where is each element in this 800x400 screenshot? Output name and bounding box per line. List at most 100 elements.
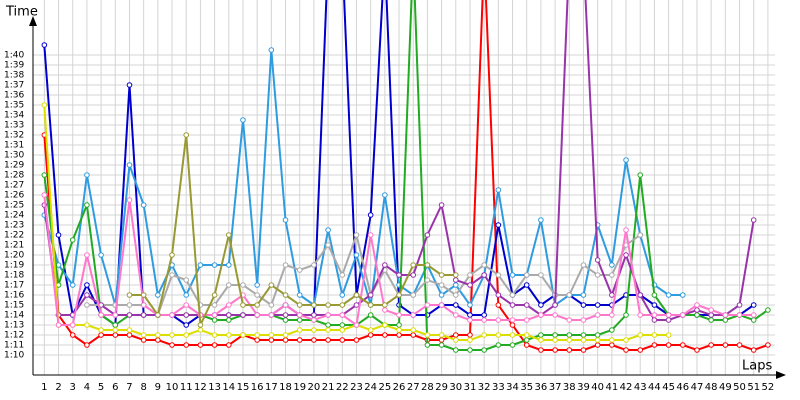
data-point [183, 292, 190, 298]
data-point [750, 312, 757, 318]
x-tick-label: 40 [591, 382, 604, 393]
data-point [452, 332, 459, 338]
data-point [155, 337, 161, 343]
x-axis-title: Laps [742, 359, 772, 374]
data-point [282, 317, 289, 323]
data-point [594, 257, 601, 263]
y-tick-label: 1:23 [4, 221, 24, 231]
data-point [509, 292, 516, 298]
data-point [296, 317, 303, 323]
x-tick-label: 46 [676, 382, 689, 393]
data-point [637, 172, 644, 178]
data-point [353, 337, 360, 343]
data-point [509, 322, 516, 328]
data-point [481, 262, 487, 268]
data-point [339, 312, 346, 318]
data-point [594, 337, 601, 343]
x-tick-label: 3 [70, 382, 76, 393]
data-point [339, 272, 346, 278]
x-tick-label: 2 [55, 382, 61, 393]
x-tick-label: 14 [222, 382, 235, 393]
y-tick-label: 1:22 [4, 231, 24, 241]
data-point [169, 312, 175, 318]
data-point [452, 292, 459, 298]
data-point [495, 187, 502, 193]
data-point [694, 347, 700, 353]
data-point [126, 292, 133, 298]
data-point [694, 307, 700, 313]
data-point [538, 217, 544, 223]
data-point [126, 302, 133, 308]
data-point [126, 197, 133, 203]
data-point [765, 342, 771, 348]
y-tick-label: 1:10 [4, 351, 24, 361]
data-point [609, 337, 615, 343]
data-point [665, 292, 672, 298]
y-tick-label: 1:17 [4, 281, 24, 291]
data-point [410, 332, 417, 338]
data-point [225, 312, 232, 318]
data-point [339, 322, 346, 328]
x-tick-label: 26 [393, 382, 406, 393]
data-point [552, 337, 558, 343]
x-tick-label: 43 [634, 382, 647, 393]
data-point [140, 332, 147, 338]
data-point [311, 262, 317, 268]
data-point [580, 302, 587, 308]
data-point [637, 232, 644, 238]
data-point [169, 332, 175, 338]
series-line [129, 134, 456, 329]
data-point [126, 312, 133, 318]
y-axis-arrow [29, 16, 37, 26]
data-point [452, 312, 459, 318]
data-point [651, 302, 658, 308]
y-tick-label: 1:20 [4, 251, 24, 261]
plot-area [41, 0, 771, 353]
data-point [183, 342, 190, 348]
data-point [609, 272, 615, 278]
tick-labels: 1:101:111:121:131:141:151:161:171:181:19… [4, 51, 774, 394]
data-point [509, 272, 516, 278]
y-tick-label: 1:35 [4, 101, 24, 111]
data-point [452, 277, 459, 283]
y-tick-label: 1:24 [4, 211, 24, 221]
data-point [580, 347, 587, 353]
x-tick-label: 52 [762, 382, 775, 393]
x-tick-label: 34 [506, 382, 519, 393]
data-point [183, 277, 190, 283]
data-point [396, 327, 402, 333]
data-point [694, 312, 700, 318]
data-point [580, 317, 587, 323]
data-point [452, 347, 459, 353]
y-tick-label: 1:32 [4, 131, 24, 141]
y-tick-label: 1:33 [4, 121, 24, 131]
data-point [155, 332, 161, 338]
data-point [467, 347, 473, 353]
data-point [325, 312, 331, 318]
data-point [296, 337, 303, 343]
data-point [339, 327, 346, 333]
data-point [325, 242, 331, 248]
data-point [722, 312, 729, 318]
data-point [623, 227, 629, 233]
data-point [296, 302, 303, 308]
x-tick-label: 39 [577, 382, 590, 393]
data-point [98, 312, 104, 318]
data-point [665, 342, 672, 348]
data-point [240, 282, 246, 288]
data-point [750, 302, 757, 308]
y-tick-label: 1:27 [4, 181, 24, 191]
data-point [41, 42, 48, 48]
data-point [495, 302, 502, 308]
y-tick-label: 1:25 [4, 201, 24, 211]
data-point [268, 337, 275, 343]
data-point [452, 302, 459, 308]
data-point [438, 272, 445, 278]
x-tick-label: 42 [620, 382, 633, 393]
data-point [41, 192, 48, 198]
data-point [211, 292, 218, 298]
data-point [523, 317, 530, 323]
y-tick-label: 1:21 [4, 241, 24, 251]
x-tick-label: 17 [265, 382, 278, 393]
y-tick-label: 1:28 [4, 171, 24, 181]
